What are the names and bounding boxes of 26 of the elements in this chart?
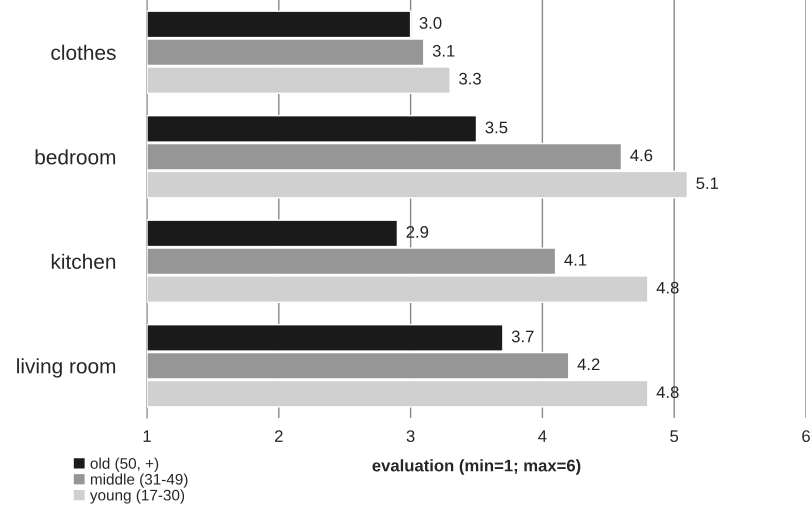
data-label: 4.6 bbox=[630, 149, 652, 162]
data-label: 3.1 bbox=[432, 44, 454, 57]
data-label: 3.5 bbox=[485, 122, 508, 134]
x-tick-label: 1 bbox=[144, 430, 151, 442]
data-label: 3.3 bbox=[459, 72, 481, 85]
data-label: 4.2 bbox=[577, 358, 600, 370]
y-tick-label: clothes bbox=[51, 44, 116, 60]
y-tick-label: kitchen bbox=[52, 254, 116, 270]
data-label: 4.8 bbox=[656, 282, 679, 294]
data-label: 3.7 bbox=[512, 330, 534, 342]
data-label: 5.1 bbox=[696, 177, 718, 190]
x-tick-label: 5 bbox=[670, 430, 678, 442]
x-tick-label: 4 bbox=[538, 430, 547, 442]
x-axis-title: evaluation (min=1; max=6) bbox=[372, 459, 580, 475]
legend-label: young (17-30) bbox=[90, 489, 184, 504]
x-tick-label: 3 bbox=[406, 430, 414, 442]
x-tick-label: 6 bbox=[802, 430, 810, 442]
data-label: 2.9 bbox=[406, 226, 428, 238]
data-label: 4.8 bbox=[656, 386, 679, 398]
x-tick-label: 2 bbox=[275, 430, 283, 442]
y-tick-label: bedroom bbox=[36, 149, 116, 165]
legend-label: middle (31-49) bbox=[90, 473, 188, 488]
data-label: 4.1 bbox=[564, 254, 586, 266]
data-label: 3.0 bbox=[420, 17, 442, 29]
legend-label: old (50, +) bbox=[90, 458, 158, 472]
y-tick-label: living room bbox=[17, 358, 116, 378]
